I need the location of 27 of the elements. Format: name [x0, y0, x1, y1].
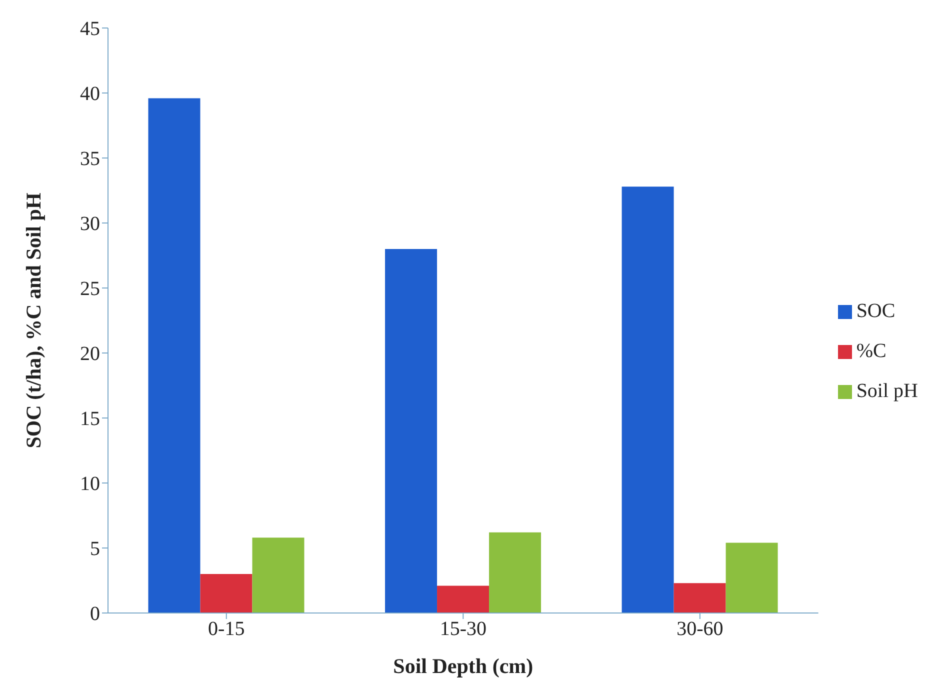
legend-label: SOC — [856, 300, 896, 322]
y-tick-label: 35 — [80, 148, 100, 170]
x-axis-title: Soil Depth (cm) — [393, 654, 534, 678]
x-tick-label: 15-30 — [440, 618, 486, 640]
y-tick-label: 45 — [80, 18, 100, 40]
x-tick-label: 0-15 — [208, 618, 245, 640]
y-tick-label: 15 — [80, 408, 100, 430]
bar — [148, 98, 200, 613]
y-tick-label: 40 — [80, 83, 100, 106]
y-tick-label: 30 — [80, 213, 100, 236]
bar — [200, 574, 252, 613]
y-axis-title: SOC (t/ha), %C and Soil pH — [21, 192, 46, 448]
bar — [252, 538, 304, 613]
y-tick-label: 5 — [90, 538, 100, 560]
bar — [385, 249, 438, 613]
y-tick-label: 0 — [90, 603, 100, 626]
bar — [489, 532, 542, 613]
x-tick-label: 30-60 — [676, 618, 724, 640]
bar — [726, 542, 778, 613]
y-tick-label: 25 — [80, 278, 100, 300]
bar — [622, 186, 674, 613]
y-tick-label: 10 — [80, 473, 100, 496]
bar — [674, 583, 726, 613]
legend-label: %C — [856, 340, 886, 362]
y-tick-label: 20 — [80, 343, 100, 366]
legend-label: Soil pH — [856, 380, 918, 402]
bar — [437, 586, 490, 613]
